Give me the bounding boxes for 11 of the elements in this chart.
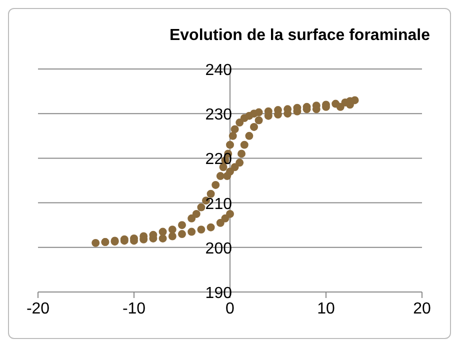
y-tick-label: 210: [205, 196, 232, 213]
x-tick-label: 10: [317, 300, 335, 318]
x-tick-label: -10: [122, 300, 146, 318]
x-tick-label: 20: [413, 300, 431, 318]
y-tick-label: 240: [205, 62, 232, 79]
x-tick-label: -20: [26, 300, 50, 318]
y-tick-label: 230: [205, 106, 232, 124]
y-tick-label: 190: [205, 285, 232, 302]
chart-title: Evolution de la surface foraminale: [169, 27, 430, 45]
x-tick-label: 0: [226, 300, 235, 318]
y-tick-label: 200: [205, 240, 232, 258]
